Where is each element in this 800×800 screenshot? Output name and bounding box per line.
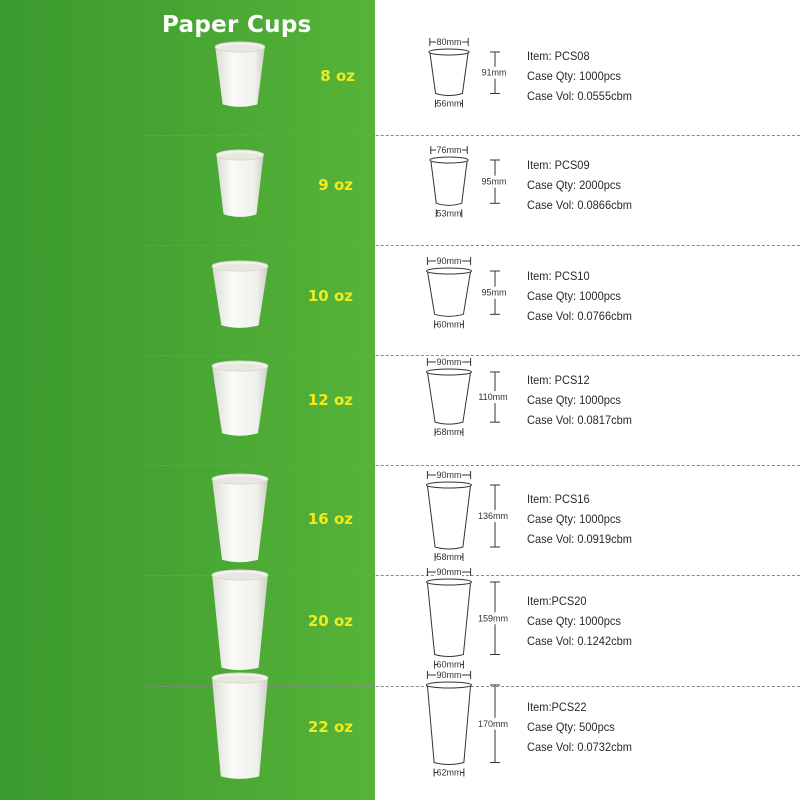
spec-qty: Case Qty: 1000pcs — [527, 393, 621, 407]
height-label: 136mm — [478, 511, 508, 521]
cup-dimension-diagram: 80mm 56mm 91mm — [428, 37, 511, 109]
cup-photo — [211, 569, 269, 670]
spec-vol: Case Vol: 0.0732cbm — [527, 740, 632, 754]
cup-dimension-diagram: 90mm 60mm 95mm — [425, 256, 511, 330]
cup-size-label: 16 oz — [307, 510, 353, 528]
bottom-diameter-label: 58mm — [436, 427, 461, 437]
height-label: 110mm — [478, 392, 507, 402]
height-label: 95mm — [481, 288, 506, 298]
cup-dimension-diagram: 90mm 62mm 170mm — [425, 670, 515, 778]
spec-item: Item: PCS16 — [527, 492, 590, 506]
spec-qty: Case Qty: 1000pcs — [527, 69, 621, 83]
cup-dimension-diagram: 90mm 60mm 159mm — [425, 566, 515, 670]
spec-qty: Case Qty: 2000pcs — [527, 178, 621, 192]
spec-item: Item:PCS20 — [527, 594, 587, 608]
row-divider — [145, 575, 800, 576]
top-diameter-label: 76mm — [436, 145, 461, 155]
top-diameter-label: 90mm — [436, 256, 461, 266]
cup-spec-info: Item: PCS08 Case Qty: 1000pcs Case Vol: 0.… — [527, 46, 632, 106]
height-label: 91mm — [481, 68, 506, 78]
cup-photo — [215, 149, 265, 218]
cup-size-label: 12 oz — [307, 391, 353, 409]
cup-size-label: 10 oz — [307, 287, 353, 305]
row-divider — [145, 686, 800, 687]
row-divider — [145, 465, 800, 466]
cup-dimension-diagram: 90mm 58mm 136mm — [425, 469, 515, 563]
cup-photo — [211, 360, 269, 437]
cup-dimension-diagram: 76mm 53mm 95mm — [429, 145, 511, 219]
bottom-diameter-label: 53mm — [436, 209, 461, 219]
spec-item: Item: PCS09 — [527, 158, 590, 172]
spec-qty: Case Qty: 1000pcs — [527, 614, 621, 628]
spec-vol: Case Vol: 0.0817cbm — [527, 413, 632, 427]
cup-spec-info: Item: PCS12 Case Qty: 1000pcs Case Vol: 0.… — [527, 370, 632, 430]
top-diameter-label: 80mm — [436, 37, 461, 47]
spec-vol: Case Vol: 0.0919cbm — [527, 532, 632, 546]
cup-spec-info: Item:PCS22 Case Qty: 500pcs Case Vol: 0.07… — [527, 697, 632, 757]
cup-photo — [211, 672, 269, 779]
cup-size-label: 20 oz — [307, 612, 353, 630]
bottom-diameter-label: 60mm — [436, 320, 461, 330]
spec-vol: Case Vol: 0.0766cbm — [527, 309, 632, 323]
page-title: Paper Cups — [162, 12, 312, 38]
cup-spec-info: Item: PCS09 Case Qty: 2000pcs Case Vol: 0.… — [527, 155, 632, 215]
cup-size-label: 8 oz — [320, 67, 355, 85]
spec-qty: Case Qty: 1000pcs — [527, 512, 621, 526]
bottom-diameter-label: 58mm — [436, 552, 461, 562]
green-panel — [0, 0, 375, 800]
cup-spec-info: Item: PCS16 Case Qty: 1000pcs Case Vol: 0.… — [527, 489, 632, 549]
spec-qty: Case Qty: 1000pcs — [527, 289, 621, 303]
top-diameter-label: 90mm — [436, 357, 461, 367]
top-diameter-label: 90mm — [436, 470, 461, 480]
cup-spec-info: Item:PCS20 Case Qty: 1000pcs Case Vol: 0.1… — [527, 591, 632, 651]
row-divider — [145, 355, 800, 356]
spec-item: Item: PCS10 — [527, 269, 590, 283]
cup-photo — [214, 41, 266, 108]
spec-vol: Case Vol: 0.0555cbm — [527, 89, 632, 103]
spec-vol: Case Vol: 0.1242cbm — [527, 634, 632, 648]
row-divider — [145, 135, 800, 136]
height-label: 95mm — [481, 177, 506, 187]
spec-item: Item: PCS08 — [527, 49, 590, 63]
spec-qty: Case Qty: 500pcs — [527, 720, 615, 734]
spec-item: Item: PCS12 — [527, 373, 590, 387]
cup-photo — [211, 260, 269, 329]
cup-photo — [211, 473, 269, 562]
bottom-diameter-label: 56mm — [436, 99, 461, 109]
spec-vol: Case Vol: 0.0866cbm — [527, 198, 632, 212]
cup-size-label: 9 oz — [318, 176, 353, 194]
cup-dimension-diagram: 90mm 58mm 110mm — [425, 356, 515, 438]
bottom-diameter-label: 62mm — [436, 768, 461, 778]
cup-size-label: 22 oz — [307, 718, 353, 736]
cup-spec-info: Item: PCS10 Case Qty: 1000pcs Case Vol: 0.… — [527, 266, 632, 326]
height-label: 159mm — [478, 613, 508, 623]
top-diameter-label: 90mm — [436, 670, 461, 680]
spec-item: Item:PCS22 — [527, 700, 587, 714]
top-diameter-label: 90mm — [436, 567, 461, 577]
bottom-diameter-label: 60mm — [436, 659, 461, 669]
row-divider — [145, 245, 800, 246]
height-label: 170mm — [478, 719, 508, 729]
